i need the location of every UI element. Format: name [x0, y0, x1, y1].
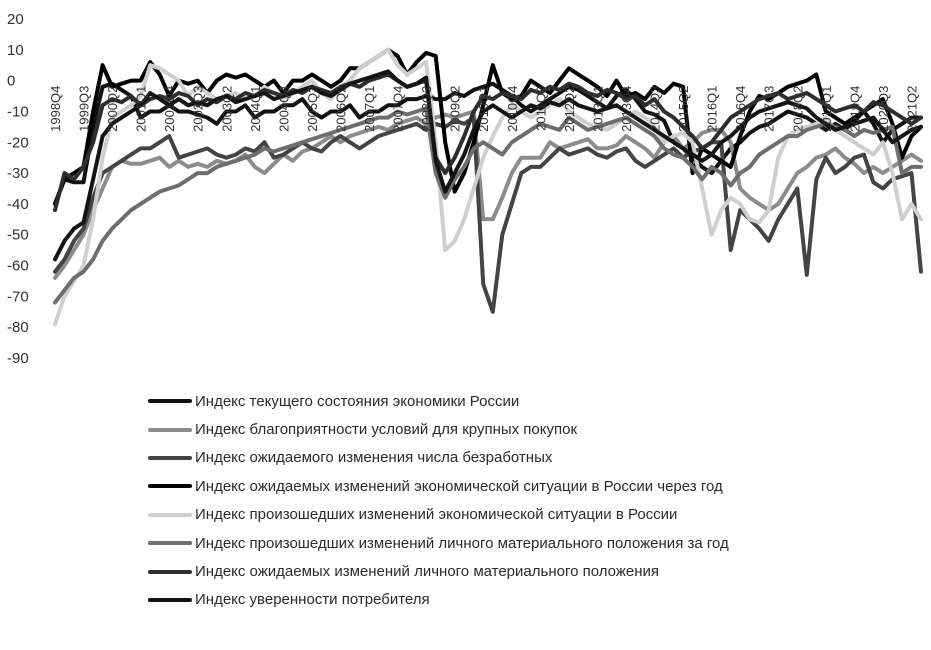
- series-line-2: [53, 109, 923, 280]
- y-tick-label: -90: [7, 350, 29, 367]
- x-tick-label: 1998Q4: [48, 86, 63, 132]
- x-tick-label: 2021Q2: [905, 86, 920, 132]
- y-tick-label: -50: [7, 227, 29, 244]
- y-tick-label: -80: [7, 319, 29, 336]
- legend-label: Индекс текущего состояния экономики Росс…: [195, 392, 520, 410]
- y-tick-label: -20: [7, 134, 29, 151]
- legend-swatch: [148, 427, 192, 432]
- y-tick-label: 10: [7, 42, 24, 59]
- legend-label: Индекс ожидаемых изменений личного матер…: [195, 563, 659, 581]
- x-tick-label: 2004Q4: [276, 86, 291, 132]
- x-tick-label: 2013Q4: [619, 86, 634, 132]
- x-tick-label: 2014Q3: [648, 86, 663, 132]
- legend-item: Индекс произошедших изменений экономичес…: [148, 501, 729, 529]
- x-tick-label: 2007Q4: [391, 86, 406, 132]
- legend-item: Индекс произошедших изменений личного ма…: [148, 529, 729, 557]
- x-tick-label: 2008Q3: [419, 86, 434, 132]
- series-line-8: [53, 69, 923, 262]
- x-axis: 1998Q4 1999Q3 2000Q2 2001Q1 2001Q4 2002Q3 2003…: [48, 86, 920, 132]
- y-tick-label: 0: [7, 73, 15, 90]
- legend-swatch: [148, 541, 192, 546]
- x-tick-label: 2001Q1: [134, 86, 149, 132]
- x-tick-label: 2016Q4: [733, 86, 748, 132]
- y-tick-label: 20: [7, 11, 24, 28]
- legend-swatch: [148, 597, 192, 602]
- x-tick-label: 2000Q2: [105, 86, 120, 132]
- y-tick-label: -70: [7, 288, 29, 305]
- legend-label: Индекс ожидаемого изменения числа безраб…: [195, 449, 553, 467]
- legend: Индекс текущего состояния экономики Росс…: [148, 387, 729, 614]
- x-tick-label: 2011Q3: [533, 86, 548, 131]
- legend-swatch: [148, 484, 192, 489]
- series-line-6: [53, 106, 923, 305]
- x-tick-label: 2020Q3: [876, 86, 891, 132]
- x-tick-label: 2017Q3: [762, 86, 777, 132]
- y-axis: 20 10 0 -10 -20 -30 -40 -50 -60 -70 -80 -90: [7, 11, 29, 367]
- legend-item: Индекс текущего состояния экономики Росс…: [148, 387, 729, 415]
- legend-item: Индекс ожидаемых изменений экономической…: [148, 472, 729, 500]
- x-tick-label: 2015Q2: [676, 86, 691, 132]
- legend-swatch: [148, 455, 192, 460]
- legend-item: Индекс ожидаемых изменений личного матер…: [148, 557, 729, 585]
- x-tick-label: 2001Q4: [162, 86, 177, 132]
- legend-label: Индекс ожидаемых изменений экономической…: [195, 477, 723, 495]
- legend-item: Индекс уверенности потребителя: [148, 586, 729, 614]
- y-tick-label: -60: [7, 258, 29, 275]
- legend-item: Индекс ожидаемого изменения числа безраб…: [148, 444, 729, 472]
- series-line-3: [53, 115, 923, 314]
- legend-swatch: [148, 399, 192, 404]
- legend-swatch: [148, 512, 192, 517]
- legend-label: Индекс произошедших изменений личного ма…: [195, 534, 729, 552]
- legend-swatch: [148, 569, 192, 574]
- x-tick-label: 2019Q4: [847, 86, 862, 132]
- x-tick-label: 2018Q2: [790, 86, 805, 132]
- x-tick-label: 2007Q1: [362, 86, 377, 132]
- x-tick-label: 2013Q1: [590, 86, 605, 132]
- x-tick-label: 2010Q4: [505, 86, 520, 132]
- legend-label: Индекс благоприятности условий для крупн…: [195, 421, 578, 439]
- x-tick-label: 1999Q3: [77, 86, 92, 132]
- x-tick-label: 2012Q2: [562, 86, 577, 132]
- x-tick-label: 2004Q1: [248, 86, 263, 132]
- x-tick-label: 2009Q2: [448, 86, 463, 132]
- y-tick-label: -40: [7, 196, 29, 213]
- y-tick-label: -10: [7, 103, 29, 120]
- x-tick-label: 2010Q1: [476, 86, 491, 132]
- x-tick-label: 2006Q2: [334, 86, 349, 132]
- y-tick-label: -30: [7, 165, 29, 182]
- x-tick-label: 2005Q3: [305, 86, 320, 132]
- legend-label: Индекс уверенности потребителя: [195, 591, 430, 609]
- x-tick-label: 2019Q1: [819, 86, 834, 132]
- chart-lines: [53, 47, 923, 327]
- x-tick-label: 2003Q2: [219, 86, 234, 132]
- x-tick-label: 2016Q1: [705, 86, 720, 132]
- legend-item: Индекс благоприятности условий для крупн…: [148, 415, 729, 443]
- x-tick-label: 2002Q3: [191, 86, 206, 132]
- legend-label: Индекс произошедших изменений экономичес…: [195, 506, 678, 524]
